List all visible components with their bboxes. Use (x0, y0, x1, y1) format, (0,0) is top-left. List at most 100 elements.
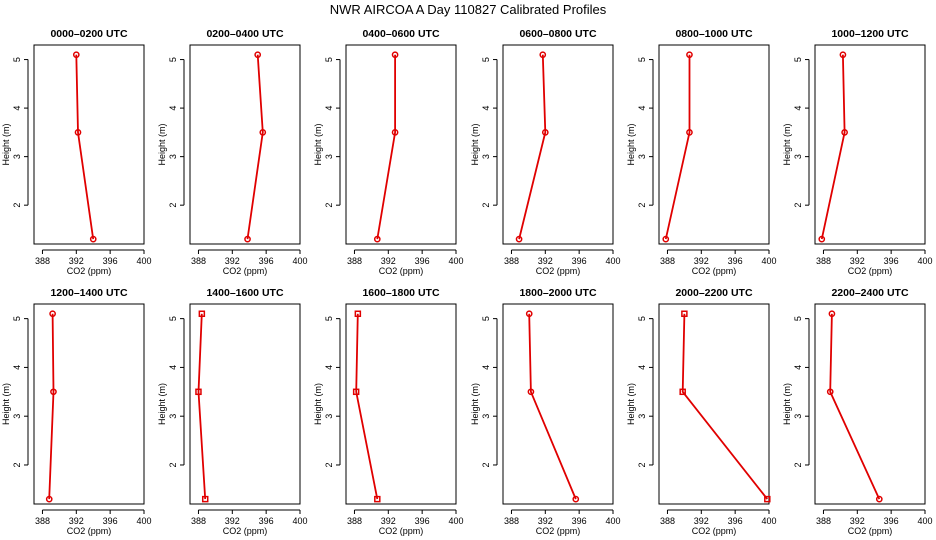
x-axis-label: CO2 (ppm) (536, 526, 581, 536)
y-tick-label: 2 (637, 203, 647, 208)
data-point (244, 235, 251, 243)
y-tick-label: 4 (481, 365, 491, 370)
data-point (527, 388, 535, 396)
x-tick-label: 400 (292, 256, 307, 266)
y-tick-label: 5 (793, 316, 803, 321)
y-tick-label: 4 (793, 106, 803, 111)
y-tick-label: 3 (793, 414, 803, 419)
x-tick-label: 388 (660, 516, 675, 526)
data-point (525, 310, 533, 318)
y-tick-label: 3 (481, 414, 491, 419)
data-point (391, 51, 399, 59)
data-point (875, 495, 883, 503)
x-axis-label: CO2 (ppm) (223, 266, 268, 276)
y-tick-label: 2 (324, 462, 334, 467)
data-point (374, 495, 381, 503)
data-point (828, 310, 836, 318)
y-tick-label: 5 (481, 316, 491, 321)
data-point (195, 388, 202, 396)
x-tick-label: 392 (538, 256, 553, 266)
panel-title: 2200–2400 UTC (831, 287, 908, 299)
panel-title: 0800–1000 UTC (675, 28, 752, 40)
x-tick-label: 388 (816, 256, 831, 266)
profile-line (664, 54, 691, 240)
y-tick-label: 5 (481, 57, 491, 62)
x-tick-label: 388 (347, 256, 362, 266)
y-axis-label: Height (m) (626, 123, 636, 165)
data-point (373, 235, 381, 243)
x-tick-label: 392 (69, 516, 84, 526)
figure-title: NWR AIRCOA A Day 110827 Calibrated Profi… (330, 2, 607, 17)
x-tick-label: 388 (191, 256, 206, 266)
x-tick-label: 400 (136, 256, 151, 266)
plot-frame (658, 303, 770, 505)
x-axis-label: CO2 (ppm) (848, 526, 893, 536)
y-axis-label: Height (m) (782, 123, 792, 165)
data-point (89, 235, 97, 243)
plot-frame (33, 44, 145, 245)
x-tick-label: 396 (728, 256, 743, 266)
y-tick-label: 4 (324, 106, 334, 111)
profile-line (528, 313, 577, 500)
y-tick-label: 4 (637, 106, 647, 111)
y-tick-label: 5 (12, 316, 22, 321)
profile-line (829, 313, 881, 500)
x-axis-label: CO2 (ppm) (848, 266, 893, 276)
data-point (826, 388, 834, 396)
x-tick-label: 396 (259, 256, 274, 266)
data-point (45, 495, 53, 503)
x-tick-label: 388 (816, 516, 831, 526)
x-tick-label: 396 (728, 516, 743, 526)
data-point (72, 51, 80, 59)
y-tick-label: 2 (481, 203, 491, 208)
x-tick-label: 400 (448, 516, 463, 526)
y-tick-label: 3 (324, 154, 334, 159)
x-tick-label: 400 (605, 516, 620, 526)
y-axis-label: Height (m) (157, 123, 167, 165)
plot-frame (345, 44, 457, 245)
data-point (662, 235, 670, 243)
y-axis-label: Height (m) (1, 123, 11, 165)
x-tick-label: 400 (917, 516, 932, 526)
y-tick-label: 3 (168, 414, 178, 419)
x-tick-label: 392 (381, 516, 396, 526)
x-tick-label: 400 (136, 516, 151, 526)
data-point (515, 235, 523, 243)
x-axis-label: CO2 (ppm) (536, 266, 581, 276)
x-tick-label: 392 (381, 256, 396, 266)
x-tick-label: 388 (191, 516, 206, 526)
x-tick-label: 388 (504, 256, 519, 266)
y-tick-label: 3 (637, 154, 647, 159)
panels: 0000–0200 UTC 388 392 396 400 CO2 (ppm) 2 3 4 5 He… (1, 28, 933, 536)
y-tick-label: 4 (12, 106, 22, 111)
x-tick-label: 396 (415, 256, 430, 266)
x-axis-label: CO2 (ppm) (692, 266, 737, 276)
panel-7: 1200–1400 UTC 388 392 396 400 CO2 (ppm) 2 3 4 5 He… (1, 287, 152, 536)
y-axis-label: Height (m) (626, 383, 636, 425)
data-point (572, 495, 580, 503)
data-point (681, 310, 688, 318)
x-tick-label: 396 (259, 516, 274, 526)
data-point (391, 129, 399, 136)
panel-12: 2200–2400 UTC 388 392 396 400 CO2 (ppm) 2 3 4 5 He… (782, 287, 933, 536)
y-tick-label: 4 (12, 365, 22, 370)
x-tick-label: 396 (884, 256, 899, 266)
panel-title: 1600–1800 UTC (362, 287, 439, 299)
y-tick-label: 4 (481, 106, 491, 111)
profile-line (681, 313, 769, 500)
y-axis-label: Height (m) (313, 123, 323, 165)
profile-line (355, 313, 379, 500)
data-point (352, 388, 360, 396)
data-point (679, 388, 686, 396)
x-tick-label: 396 (103, 256, 118, 266)
y-tick-label: 3 (12, 414, 22, 419)
x-axis-label: CO2 (ppm) (379, 526, 424, 536)
y-axis-label: Height (m) (470, 383, 480, 425)
x-tick-label: 388 (660, 256, 675, 266)
panel-title: 0200–0400 UTC (206, 28, 283, 40)
y-tick-label: 3 (793, 154, 803, 159)
panel-8: 1400–1600 UTC 388 392 396 400 CO2 (ppm) 2 3 4 5 He… (157, 287, 308, 536)
y-tick-label: 5 (168, 316, 178, 321)
profile-line (820, 54, 846, 240)
x-axis-label: CO2 (ppm) (67, 266, 112, 276)
